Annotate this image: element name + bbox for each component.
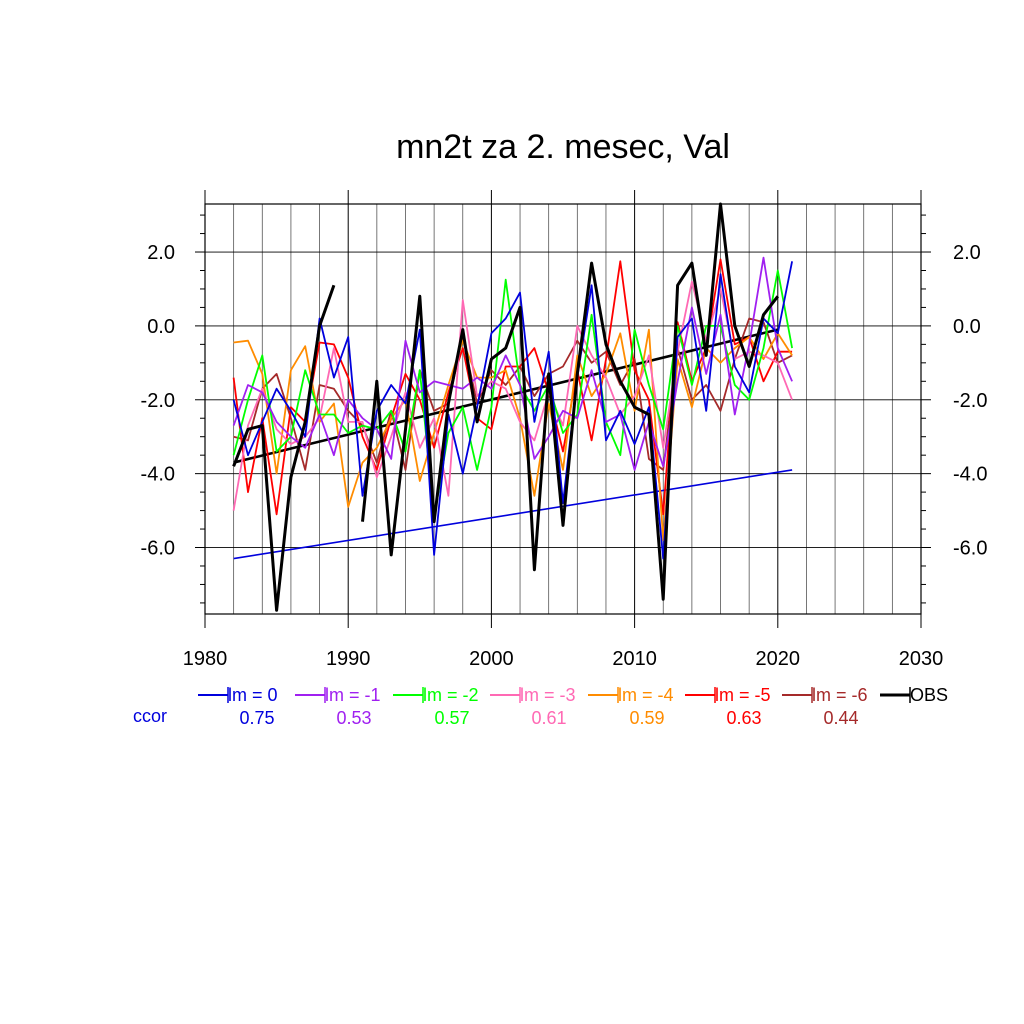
series-line-obs <box>232 284 336 612</box>
y-tick-label-right: -4.0 <box>953 464 987 486</box>
ccor-value: 0.53 <box>336 708 371 728</box>
y-tick-label-right: 0.0 <box>953 316 981 338</box>
legend-item: lm = -5 0.63 <box>685 685 771 728</box>
y-tick-label-left: -2.0 <box>141 390 175 412</box>
series-line-lm-0 <box>232 261 793 560</box>
ccor-value: 0.61 <box>531 708 566 728</box>
legend-label: lm = -6 <box>812 685 868 705</box>
legend-item: lm = -2 0.57 <box>393 685 479 728</box>
legend-label: lm = 0 <box>228 685 278 705</box>
ccor-value: 0.59 <box>629 708 664 728</box>
ccor-value: 0.44 <box>823 708 858 728</box>
y-tick-label-left: -6.0 <box>141 538 175 560</box>
series-line-lm-4 <box>233 328 793 541</box>
ccor-value: 0.75 <box>239 708 274 728</box>
legend-label: OBS <box>910 685 948 705</box>
series-line-lm-1 <box>232 256 793 471</box>
ccor-value: 0.57 <box>434 708 469 728</box>
trend-line-obs <box>233 328 779 464</box>
series-line-lm-2 <box>232 269 793 519</box>
legend-item: lm = -4 0.59 <box>588 685 674 728</box>
trend-line-lm-0 <box>233 469 793 560</box>
series-line-obs <box>361 202 779 601</box>
x-tick-label: 1990 <box>326 648 371 670</box>
y-tick-label-right: 2.0 <box>953 242 981 264</box>
plot-frame <box>204 203 922 615</box>
x-tick-label: 2020 <box>756 648 801 670</box>
legend-item: lm = 0 0.75 <box>198 685 278 728</box>
x-tick-label: 2000 <box>469 648 514 670</box>
y-tick-label-right: -6.0 <box>953 538 987 560</box>
legend-item: lm = -1 0.53 <box>295 685 381 728</box>
series-lines <box>232 202 793 612</box>
trend-lines <box>233 328 793 560</box>
chart-title: mn2t za 2. mesec, Val <box>396 128 730 166</box>
legend-label: lm = -1 <box>325 685 381 705</box>
x-tick-label: 2010 <box>612 648 657 670</box>
x-tick-label: 2030 <box>899 648 944 670</box>
grid <box>204 190 922 628</box>
axes: 2.0 2.0 0.0 0.0 -2.0 -2.0 -4.0 -4.0 -6.0 -6.0 1980… <box>141 203 987 670</box>
legend-item: lm = -6 0.44 <box>782 685 868 728</box>
legend: lm = 0 0.75 lm = -1 0.53 lm = -2 0.57 lm = -3 0… <box>133 685 948 728</box>
x-tick-label: 1980 <box>183 648 228 670</box>
legend-item: OBS <box>880 685 948 705</box>
legend-item: lm = -3 0.61 <box>490 685 576 728</box>
y-tick-label-left: -4.0 <box>141 464 175 486</box>
legend-label: lm = -2 <box>423 685 479 705</box>
legend-label: lm = -4 <box>618 685 674 705</box>
legend-label: lm = -3 <box>520 685 576 705</box>
ccor-value: 0.63 <box>726 708 761 728</box>
ccor-label: ccor <box>133 706 167 726</box>
y-tick-label-right: -2.0 <box>953 390 987 412</box>
y-tick-label-left: 2.0 <box>147 242 175 264</box>
legend-label: lm = -5 <box>715 685 771 705</box>
y-tick-label-left: 0.0 <box>147 316 175 338</box>
